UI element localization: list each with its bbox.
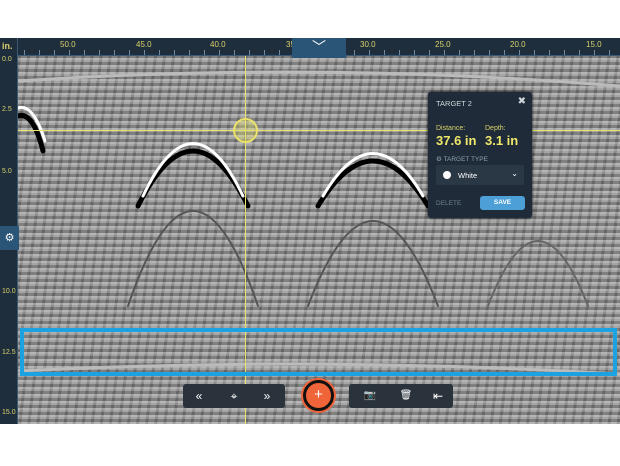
x-tick — [489, 50, 490, 55]
y-tick-label: 2.5 — [2, 106, 12, 113]
target-type-label: ⚙ TARGET TYPE — [436, 156, 488, 163]
x-tick — [69, 50, 70, 55]
x-tick — [144, 50, 145, 55]
x-tick — [39, 50, 40, 55]
gpr-scan-view: 50.0 45.0 40.0 35 30.0 25.0 20.0 15.0 in… — [0, 38, 620, 424]
x-tick — [114, 50, 115, 55]
crosshair-vertical — [245, 56, 246, 424]
x-tick — [579, 50, 580, 55]
x-tick — [444, 50, 445, 55]
x-tick — [429, 50, 430, 55]
x-tick — [534, 50, 535, 55]
x-tick — [24, 50, 25, 55]
x-tick — [234, 50, 235, 55]
x-tick — [129, 50, 130, 55]
x-tick — [384, 50, 385, 55]
x-tick — [84, 50, 85, 55]
target-marker[interactable] — [233, 118, 258, 143]
x-tick-label: 20.0 — [510, 40, 526, 49]
unit-label: in. — [2, 41, 13, 51]
x-tick — [414, 50, 415, 55]
x-tick — [474, 50, 475, 55]
x-tick — [189, 50, 190, 55]
trash-icon[interactable]: 🗑 — [399, 390, 413, 401]
x-tick — [204, 50, 205, 55]
distance-label: Distance: — [436, 125, 466, 132]
x-tick — [354, 50, 355, 55]
x-tick-label: 35 — [286, 40, 295, 49]
crosshair-horizontal — [18, 130, 620, 131]
distance-value: 37.6 in — [436, 133, 477, 148]
x-tick — [249, 50, 250, 55]
x-tick — [264, 50, 265, 55]
add-target-button[interactable]: + — [303, 380, 334, 411]
chevron-down-icon: ⌄ — [511, 169, 518, 178]
y-tick-label: 0.0 — [2, 56, 12, 63]
x-tick — [174, 50, 175, 55]
target-type-text: TARGET TYPE — [443, 156, 488, 163]
x-tick-label: 25.0 — [435, 40, 451, 49]
x-tick — [549, 50, 550, 55]
x-tick-label: 30.0 — [360, 40, 376, 49]
gear-icon: ⚙ — [4, 232, 15, 244]
x-tick-label: 15.0 — [586, 40, 602, 49]
x-tick — [564, 50, 565, 55]
action-toolbar: 📷 🗑 ⇤ — [349, 384, 453, 408]
panel-title: TARGET 2 — [436, 99, 472, 108]
target-panel: TARGET 2 ✖ Distance: 37.6 in Depth: 3.1 … — [428, 92, 532, 218]
center-crosshair-button[interactable]: ⌖ — [230, 389, 238, 403]
x-tick — [219, 50, 220, 55]
camera-icon[interactable]: 📷 — [363, 390, 377, 401]
previous-button[interactable]: « — [195, 389, 203, 403]
settings-button[interactable]: ⚙ — [0, 226, 19, 250]
color-dot-icon — [443, 171, 451, 179]
x-tick — [504, 50, 505, 55]
collapse-button[interactable]: ﹀ — [292, 38, 346, 58]
close-icon[interactable]: ✖ — [517, 96, 526, 107]
delete-button[interactable]: DELETE — [436, 200, 462, 207]
x-tick — [279, 50, 280, 55]
target-type-select[interactable]: White ⌄ — [436, 165, 524, 185]
x-tick-label: 45.0 — [136, 40, 152, 49]
x-tick — [99, 50, 100, 55]
x-tick — [519, 50, 520, 55]
chevron-down-icon: ﹀ — [312, 39, 326, 55]
target-type-value: White — [458, 171, 478, 180]
next-button[interactable]: » — [263, 389, 271, 403]
selection-region[interactable] — [20, 328, 617, 376]
x-tick — [609, 50, 610, 55]
y-tick-label: 10.0 — [2, 288, 16, 295]
hyperbola-reflections — [18, 70, 620, 376]
x-tick — [159, 50, 160, 55]
x-tick — [369, 50, 370, 55]
x-tick — [399, 50, 400, 55]
y-tick-label: 12.5 — [2, 349, 16, 356]
x-tick — [54, 50, 55, 55]
x-tick — [594, 50, 595, 55]
x-tick-label: 50.0 — [60, 40, 76, 49]
navigation-toolbar: « ⌖ » — [183, 384, 285, 408]
x-tick — [459, 50, 460, 55]
y-tick-label: 15.0 — [2, 409, 16, 416]
depth-value: 3.1 in — [485, 133, 519, 148]
save-button[interactable]: SAVE — [480, 196, 525, 210]
y-tick-label: 5.0 — [2, 168, 12, 175]
x-tick-label: 40.0 — [210, 40, 226, 49]
exit-icon[interactable]: ⇤ — [432, 389, 444, 403]
depth-label: Depth: — [485, 125, 506, 132]
